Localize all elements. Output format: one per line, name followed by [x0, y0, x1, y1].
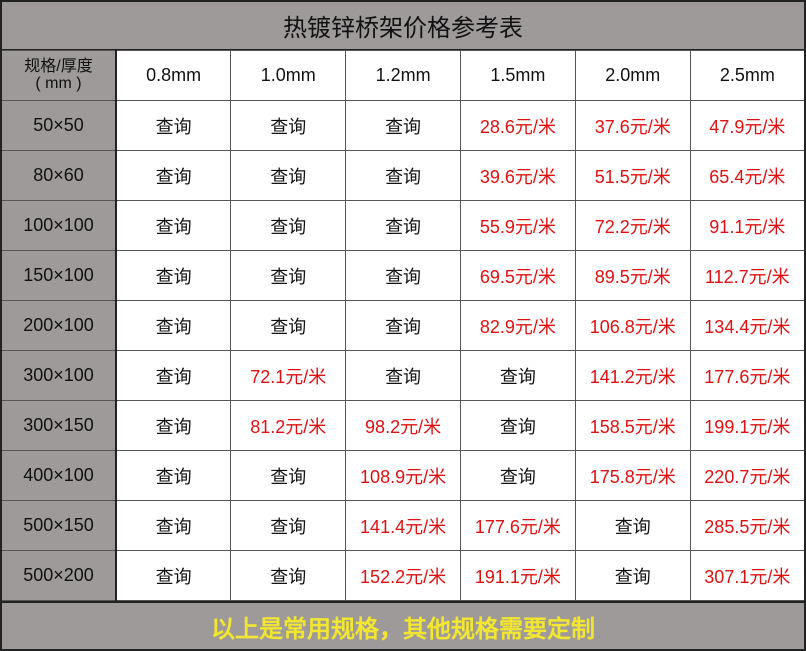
price-cell: 220.7元/米 — [689, 450, 806, 501]
spec-cell: 400×100 — [0, 450, 117, 501]
price-cell: 72.1元/米 — [230, 350, 347, 401]
query-cell[interactable]: 查询 — [115, 550, 232, 601]
query-cell[interactable]: 查询 — [115, 200, 232, 251]
price-cell: 51.5元/米 — [574, 150, 691, 201]
corner-label-spec: 规格/厚度 — [24, 57, 93, 75]
query-cell[interactable]: 查询 — [230, 200, 347, 251]
price-cell: 152.2元/米 — [345, 550, 461, 601]
spec-cell: 100×100 — [0, 200, 117, 251]
header-row: 规格/厚度 ( mm ) 0.8mm 1.0mm 1.2mm 1.5mm 2.0… — [0, 50, 806, 101]
price-cell: 65.4元/米 — [689, 150, 806, 201]
price-cell: 72.2元/米 — [574, 200, 691, 251]
price-cell: 307.1元/米 — [689, 550, 806, 601]
price-cell: 158.5元/米 — [574, 400, 691, 451]
spec-cell: 500×200 — [0, 550, 117, 601]
query-cell[interactable]: 查询 — [345, 300, 461, 351]
price-cell: 285.5元/米 — [689, 500, 806, 551]
price-cell: 82.9元/米 — [459, 300, 576, 351]
price-cell: 28.6元/米 — [459, 100, 576, 151]
corner-label-unit: ( mm ) — [35, 74, 82, 92]
query-cell[interactable]: 查询 — [459, 450, 576, 501]
query-cell[interactable]: 查询 — [115, 250, 232, 301]
query-cell[interactable]: 查询 — [230, 550, 347, 601]
price-cell: 112.7元/米 — [689, 250, 806, 301]
spec-cell: 300×100 — [0, 350, 117, 401]
query-cell[interactable]: 查询 — [115, 400, 232, 451]
price-cell: 141.4元/米 — [345, 500, 461, 551]
table-row: 500×150 查询 查询 141.4元/米 177.6元/米 查询 285.5元/米 — [0, 500, 806, 551]
thickness-header: 2.0mm — [574, 50, 691, 101]
thickness-header: 2.5mm — [689, 50, 806, 101]
query-cell[interactable]: 查询 — [574, 500, 691, 551]
price-cell: 89.5元/米 — [574, 250, 691, 301]
price-cell: 37.6元/米 — [574, 100, 691, 151]
price-table: 规格/厚度 ( mm ) 0.8mm 1.0mm 1.2mm 1.5mm 2.0… — [0, 50, 806, 601]
thickness-header: 1.0mm — [230, 50, 347, 101]
query-cell[interactable]: 查询 — [115, 500, 232, 551]
price-cell: 91.1元/米 — [689, 200, 806, 251]
spec-cell: 50×50 — [0, 100, 117, 151]
price-cell: 47.9元/米 — [689, 100, 806, 151]
table-row: 150×100 查询 查询 查询 69.5元/米 89.5元/米 112.7元/米 — [0, 250, 806, 301]
thickness-header: 0.8mm — [115, 50, 232, 101]
spec-cell: 500×150 — [0, 500, 117, 551]
query-cell[interactable]: 查询 — [115, 450, 232, 501]
price-cell: 69.5元/米 — [459, 250, 576, 301]
query-cell[interactable]: 查询 — [115, 100, 232, 151]
query-cell[interactable]: 查询 — [115, 350, 232, 401]
thickness-header: 1.5mm — [459, 50, 576, 101]
query-cell[interactable]: 查询 — [459, 350, 576, 401]
spec-cell: 200×100 — [0, 300, 117, 351]
query-cell[interactable]: 查询 — [345, 150, 461, 201]
spec-cell: 80×60 — [0, 150, 117, 201]
price-cell: 81.2元/米 — [230, 400, 347, 451]
footer-note: 以上是常用规格，其他规格需要定制 — [0, 601, 806, 651]
price-cell: 134.4元/米 — [689, 300, 806, 351]
query-cell[interactable]: 查询 — [115, 300, 232, 351]
table-row: 300×100 查询 72.1元/米 查询 查询 141.2元/米 177.6元/米 — [0, 350, 806, 401]
price-cell: 177.6元/米 — [459, 500, 576, 551]
table-row: 300×150 查询 81.2元/米 98.2元/米 查询 158.5元/米 199.1元/… — [0, 400, 806, 451]
table-row: 50×50 查询 查询 查询 28.6元/米 37.6元/米 47.9元/米 — [0, 100, 806, 151]
price-cell: 177.6元/米 — [689, 350, 806, 401]
spec-cell: 150×100 — [0, 250, 117, 301]
price-cell: 175.8元/米 — [574, 450, 691, 501]
query-cell[interactable]: 查询 — [230, 100, 347, 151]
table-title: 热镀锌桥架价格参考表 — [0, 0, 806, 50]
query-cell[interactable]: 查询 — [345, 250, 461, 301]
query-cell[interactable]: 查询 — [230, 300, 347, 351]
query-cell[interactable]: 查询 — [230, 500, 347, 551]
price-cell: 55.9元/米 — [459, 200, 576, 251]
corner-header: 规格/厚度 ( mm ) — [0, 50, 117, 101]
query-cell[interactable]: 查询 — [230, 250, 347, 301]
query-cell[interactable]: 查询 — [345, 100, 461, 151]
price-cell: 191.1元/米 — [459, 550, 576, 601]
table-row: 80×60 查询 查询 查询 39.6元/米 51.5元/米 65.4元/米 — [0, 150, 806, 201]
price-cell: 141.2元/米 — [574, 350, 691, 401]
query-cell[interactable]: 查询 — [230, 150, 347, 201]
query-cell[interactable]: 查询 — [459, 400, 576, 451]
table-row: 200×100 查询 查询 查询 82.9元/米 106.8元/米 134.4元/米 — [0, 300, 806, 351]
table-row: 400×100 查询 查询 108.9元/米 查询 175.8元/米 220.7元/米 — [0, 450, 806, 501]
table-row: 500×200 查询 查询 152.2元/米 191.1元/米 查询 307.1元/米 — [0, 550, 806, 601]
price-cell: 39.6元/米 — [459, 150, 576, 201]
query-cell[interactable]: 查询 — [345, 200, 461, 251]
thickness-header: 1.2mm — [345, 50, 461, 101]
price-cell: 106.8元/米 — [574, 300, 691, 351]
price-cell: 199.1元/米 — [689, 400, 806, 451]
spec-cell: 300×150 — [0, 400, 117, 451]
query-cell[interactable]: 查询 — [115, 150, 232, 201]
query-cell[interactable]: 查询 — [574, 550, 691, 601]
price-cell: 98.2元/米 — [345, 400, 461, 451]
query-cell[interactable]: 查询 — [345, 350, 461, 401]
query-cell[interactable]: 查询 — [230, 450, 347, 501]
table-row: 100×100 查询 查询 查询 55.9元/米 72.2元/米 91.1元/米 — [0, 200, 806, 251]
price-cell: 108.9元/米 — [345, 450, 461, 501]
